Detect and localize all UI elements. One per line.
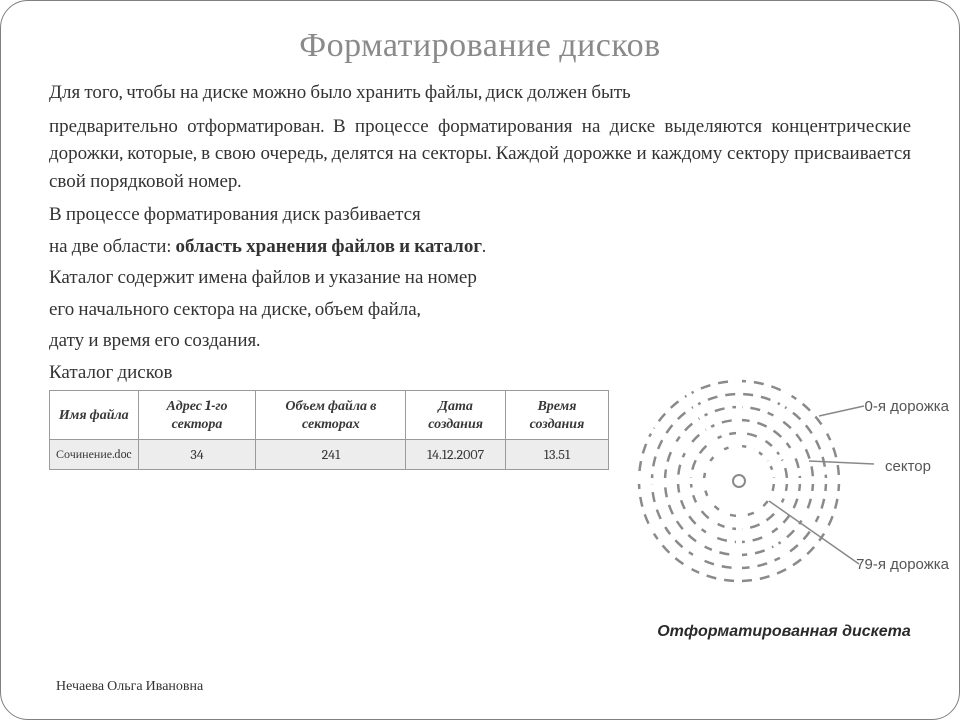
slide: Форматирование дисков Для того, чтобы на…: [0, 0, 960, 720]
paragraph-2: предварительно отформатирован. В процесс…: [49, 113, 911, 196]
paragraph-6: его начального сектора на диске, объем ф…: [49, 296, 911, 324]
label-track-0: 0-я дорожка: [864, 398, 949, 415]
footer-author: Нечаева Ольга Ивановна: [56, 677, 203, 695]
p4-b: область хранения файлов и каталог: [175, 235, 482, 257]
paragraph-5: Каталог содержит имена файлов и указание…: [49, 264, 911, 292]
p4-a: на две области:: [49, 235, 175, 257]
slide-title: Форматирование дисков: [49, 25, 911, 65]
label-sector: сектор: [885, 458, 931, 475]
col-address: Адрес 1-го сектора: [138, 391, 256, 440]
table-header-row: Имя файла Адрес 1-го сектора Объем файла…: [50, 391, 609, 440]
cell-size: 241: [256, 440, 406, 470]
p2-lead: предварительно отформатирован: [49, 115, 320, 137]
table-row: Сочинение.doc 34 241 14.12.2007 13.51: [50, 440, 609, 470]
col-filename: Имя файла: [50, 391, 139, 440]
cell-date: 14.12.2007: [406, 440, 506, 470]
paragraph-1: Для того, чтобы на диске можно было хран…: [49, 79, 911, 107]
diagram-caption: Отформатированная дискета: [619, 623, 949, 641]
body-text: Для того, чтобы на диске можно было хран…: [49, 79, 911, 386]
label-track-79: 79-я дорожка: [856, 556, 949, 573]
catalog-table: Имя файла Адрес 1-го сектора Объем файла…: [49, 390, 609, 470]
cell-time: 13.51: [505, 440, 608, 470]
catalog-table-wrap: Имя файла Адрес 1-го сектора Объем файла…: [49, 390, 609, 470]
cell-address: 34: [138, 440, 256, 470]
p4-c: .: [482, 235, 486, 257]
paragraph-3: В процессе форматирования диск разбивает…: [49, 201, 911, 229]
paragraph-4: на две области: область хранения файлов …: [49, 233, 911, 261]
disk-svg: [619, 346, 949, 616]
disk-diagram: 0-я дорожка сектор 79-я дорожка Отформат…: [619, 346, 949, 646]
col-date: Дата создания: [406, 391, 506, 440]
col-size: Объем файла в секторах: [256, 391, 406, 440]
cell-filename: Сочинение.doc: [50, 440, 139, 470]
col-time: Время создания: [505, 391, 608, 440]
